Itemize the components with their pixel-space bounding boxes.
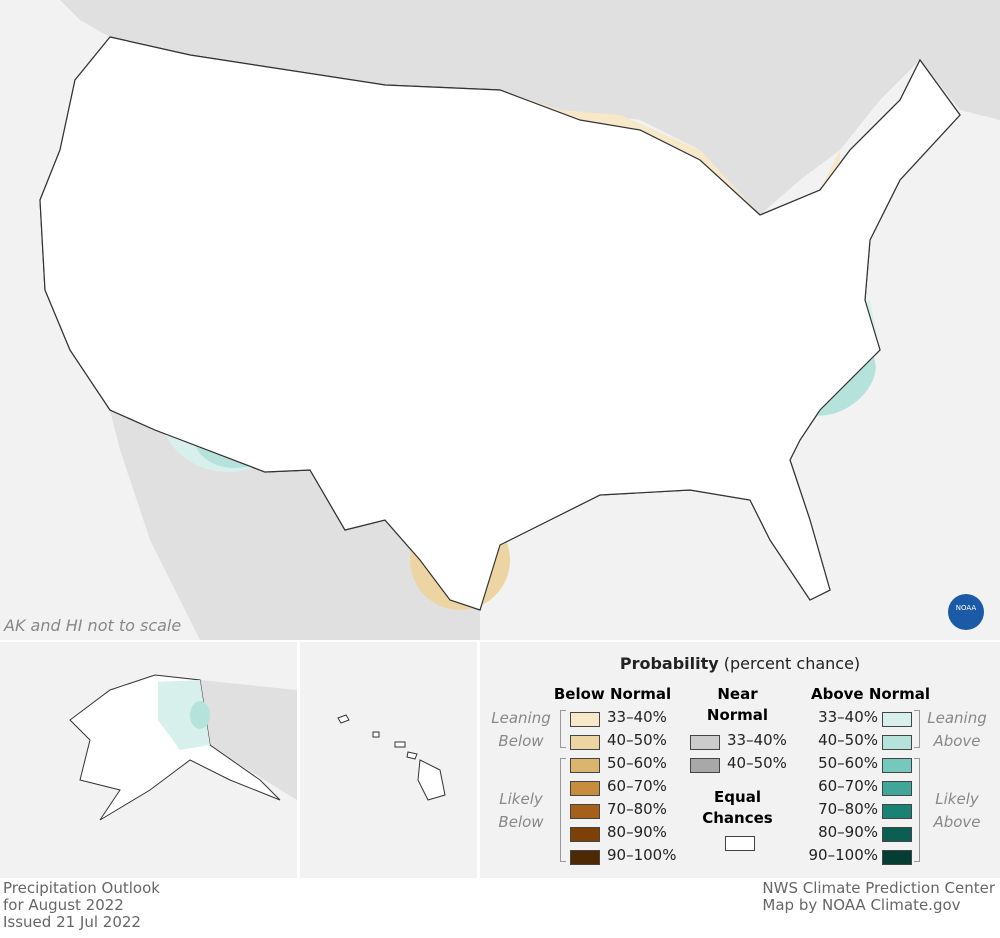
hawaii [417, 759, 446, 801]
swatch [570, 712, 600, 727]
swatch-label: 90–100% [607, 846, 677, 864]
swatch [570, 735, 600, 750]
mexico [110, 410, 480, 640]
swatch [882, 850, 912, 865]
swatch-label: 33–40% [818, 708, 878, 726]
map: NOAA [0, 0, 1000, 878]
legend-subtitle: (percent chance) [723, 654, 861, 673]
ak-above-33-40 [158, 680, 210, 750]
swatch [570, 850, 600, 865]
hawaii-islands [337, 714, 418, 760]
logo-text: NOAA [956, 604, 977, 612]
swatch [725, 836, 755, 851]
bracket [560, 758, 566, 862]
near-heading: Near Normal [706, 685, 769, 724]
canada-ak [200, 680, 297, 800]
likely-above: Likely Above [933, 790, 981, 831]
footer-line: Issued 21 Jul 2022 [3, 913, 141, 931]
swatch-label: 33–40% [727, 731, 787, 749]
swatch [570, 827, 600, 842]
swatch-label: 80–90% [818, 823, 878, 841]
swatch-label: 70–80% [607, 800, 667, 818]
swatch [570, 804, 600, 819]
swatch [882, 712, 912, 727]
leaning-above: Leaning Above [927, 709, 987, 750]
bracket [914, 710, 920, 748]
equal-heading: Equal Chances [702, 788, 773, 827]
swatch [570, 781, 600, 796]
swatch-label: 90–100% [808, 846, 878, 864]
swatch-label: 50–60% [607, 754, 667, 772]
hawaii-panel [300, 642, 477, 878]
bracket [560, 710, 566, 748]
swatch [882, 758, 912, 773]
ak-above-40-50 [190, 701, 210, 729]
swatch [690, 758, 720, 773]
footer-line: NWS Climate Prediction Center [762, 879, 995, 897]
below-heading: Below Normal [553, 685, 672, 703]
legend-title: Probability (percent chance) [480, 654, 1000, 673]
footer-line: Map by NOAA Climate.gov [762, 896, 961, 914]
above-heading: Above Normal [811, 685, 930, 703]
swatch [690, 735, 720, 750]
canada [60, 0, 1000, 215]
swatch-label: 40–50% [607, 731, 667, 749]
swatch-label: 33–40% [607, 708, 667, 726]
footer-left: Precipitation Outlook for August 2022 Issu… [3, 880, 160, 931]
swatch-label: 40–50% [818, 731, 878, 749]
swatch [570, 758, 600, 773]
footer-line: for August 2022 [3, 896, 124, 914]
swatch-label: 60–70% [607, 777, 667, 795]
footer-right: NWS Climate Prediction Center Map by NOAA… [762, 880, 995, 914]
swatch [882, 781, 912, 796]
footer-line: Precipitation Outlook [3, 879, 160, 897]
swatch-label: 70–80% [818, 800, 878, 818]
swatch-label: 80–90% [607, 823, 667, 841]
leaning-below: Leaning Below [491, 709, 551, 750]
swatch-label: 60–70% [818, 777, 878, 795]
likely-below: Likely Below [498, 790, 544, 831]
bracket [914, 758, 920, 862]
swatch [882, 735, 912, 750]
swatch-label: 50–60% [818, 754, 878, 772]
swatch [882, 804, 912, 819]
swatch [882, 827, 912, 842]
legend-title-main: Probability [619, 654, 719, 673]
noaa-logo [948, 594, 984, 630]
map-note: AK and HI not to scale [4, 616, 182, 635]
swatch-label: 40–50% [727, 754, 787, 772]
